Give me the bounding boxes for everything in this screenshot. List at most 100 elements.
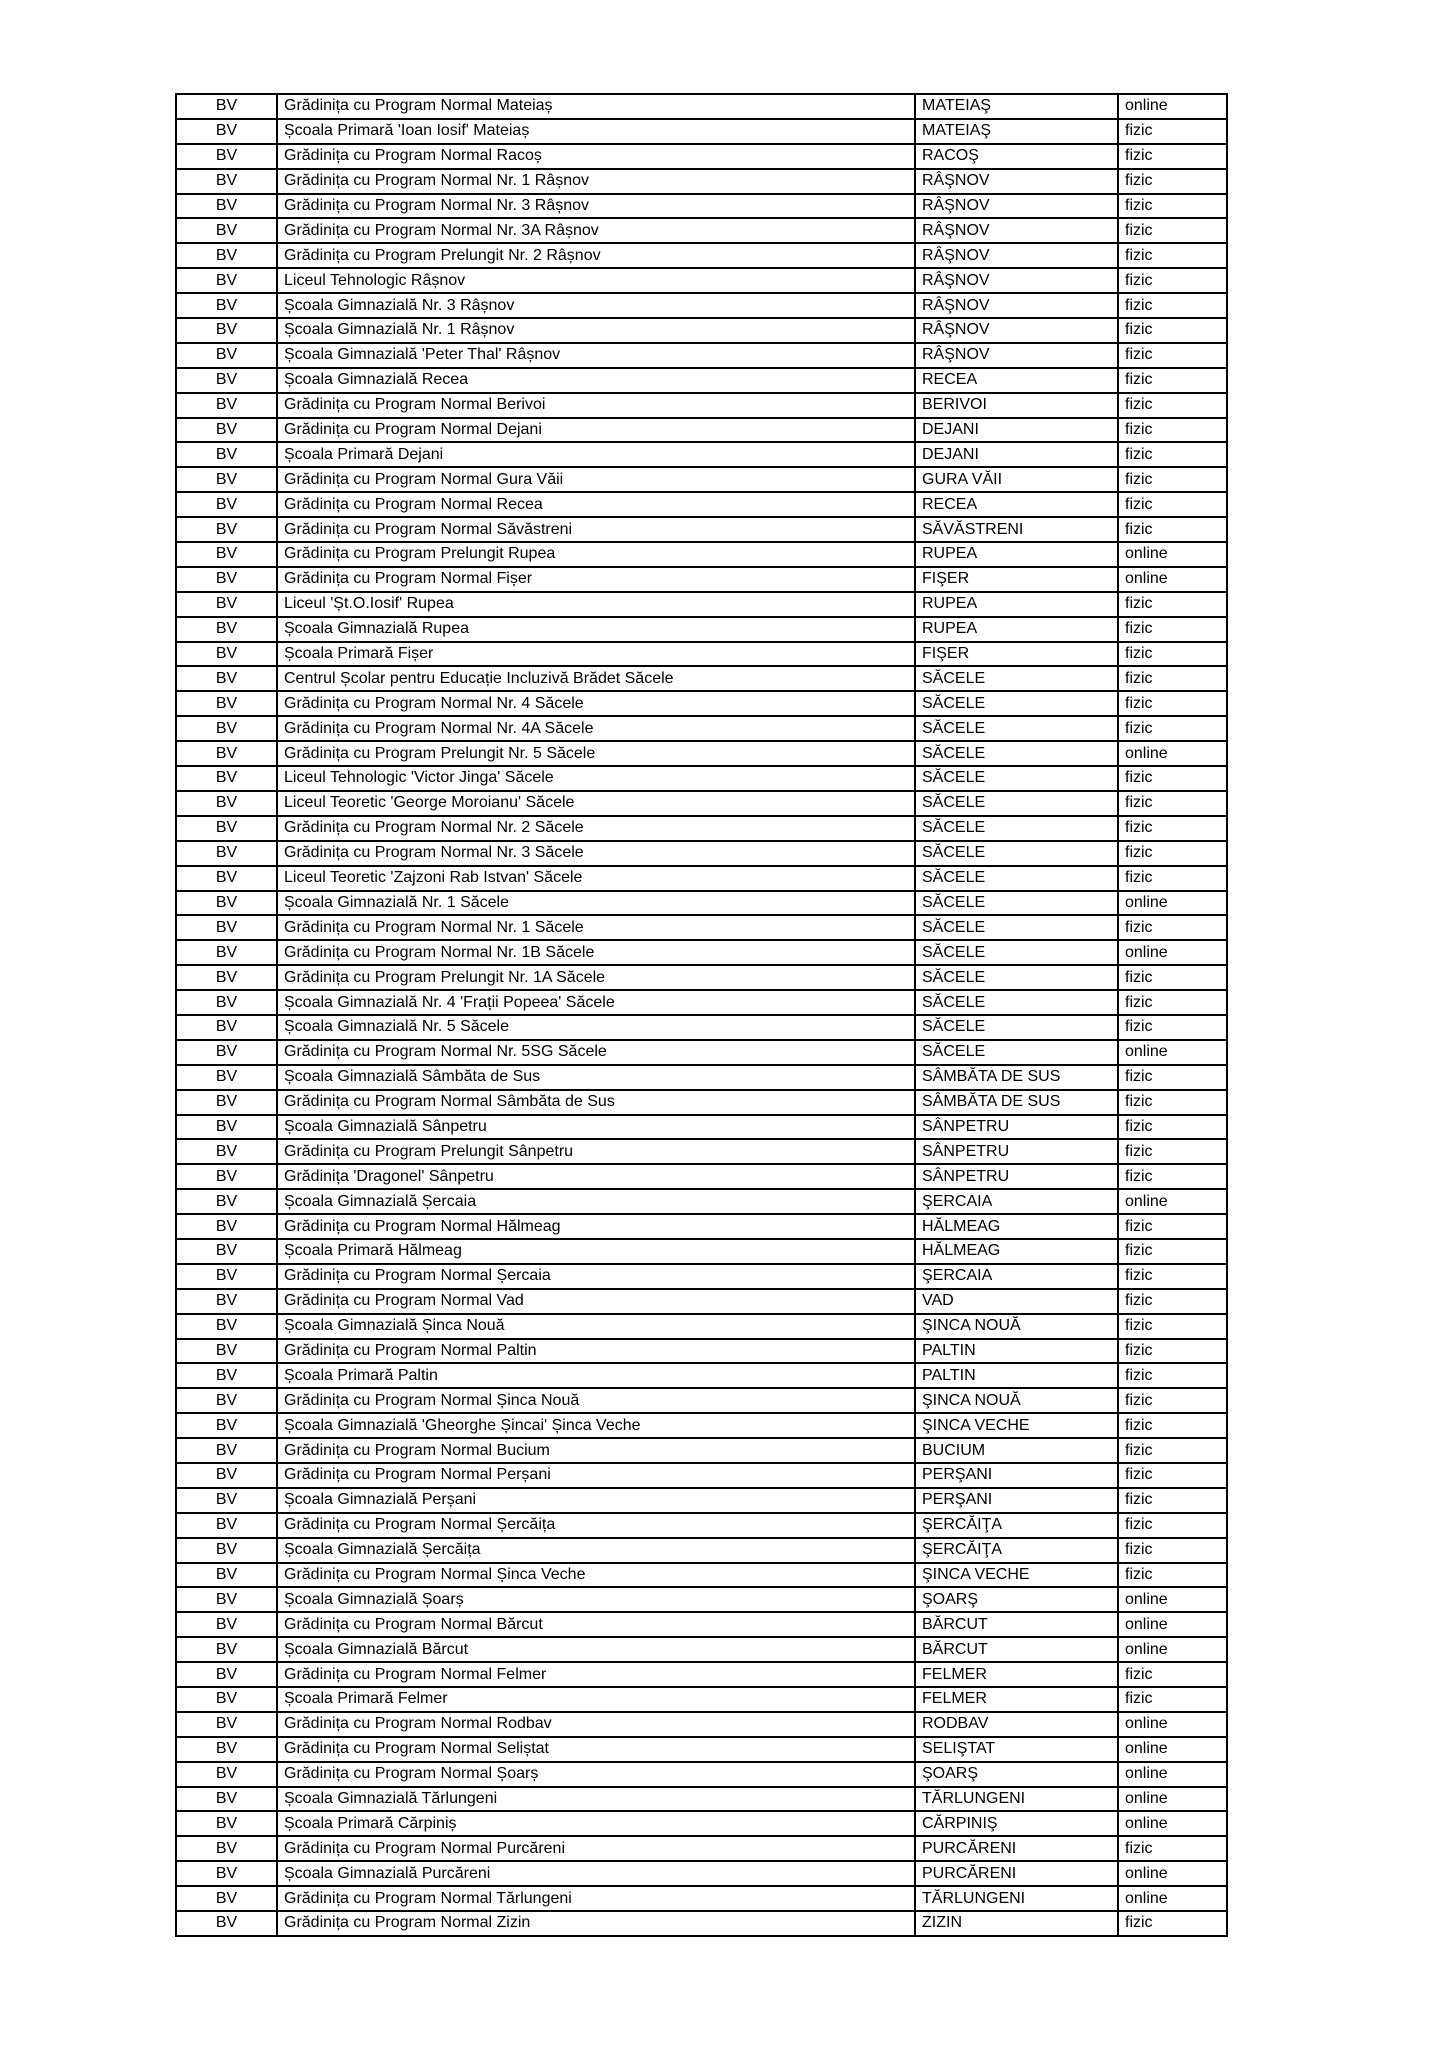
mode-cell: fizic [1117,1213,1228,1240]
school-cell: Grădinița cu Program Normal Vad [276,1287,916,1315]
table-row: BV Grădinița cu Program Normal Felmer FELM… [175,1661,1228,1688]
school-cell: Liceul Tehnologic Râșnov [276,267,916,295]
table-row: BV Grădinița cu Program Normal Seliștat SE… [175,1735,1228,1763]
mode-cell: fizic [1117,964,1228,992]
locality-cell: RECEA [914,491,1119,519]
table-row: BV Grădinița cu Program Normal Nr. 5SG Să… [175,1038,1228,1066]
school-cell: Grădinița cu Program Normal Zizin [276,1910,916,1937]
locality-cell: BĂRCUT [914,1611,1119,1639]
mode-cell: online [1117,1038,1228,1066]
locality-cell: SĂCELE [914,889,1119,917]
school-cell: Școala Gimnazială Sânpetru [276,1113,916,1141]
county-cell: BV [175,1885,278,1913]
table-row: BV Grădinița cu Program Normal Mateiaș MAT… [175,93,1228,120]
table-row: BV Grădinița cu Program Normal Racoș RACOŞ… [175,142,1228,170]
mode-cell: fizic [1117,715,1228,743]
locality-cell: PURCĂRENI [914,1835,1119,1863]
school-cell: Școala Gimnazială Șoarș [276,1586,916,1614]
table-row: BV Școala Gimnazială Nr. 4 'Frații Popeea… [175,989,1228,1016]
school-cell: Liceul Teoretic 'George Moroianu' Săcele [276,789,916,817]
locality-cell: PERŞANI [914,1486,1119,1514]
locality-cell: RÂŞNOV [914,242,1119,270]
locality-cell: ŞOARŞ [914,1760,1119,1788]
county-cell: BV [175,615,278,643]
county-cell: BV [175,939,278,967]
mode-cell: fizic [1117,1362,1228,1390]
locality-cell: RÂŞNOV [914,317,1119,344]
table-row: BV Grădinița cu Program Normal Gura Văii G… [175,466,1228,494]
school-cell: Școala Gimnazială Șinca Nouă [276,1312,916,1340]
mode-cell: fizic [1117,1262,1228,1290]
locality-cell: RACOŞ [914,142,1119,170]
county-cell: BV [175,565,278,593]
school-cell: Grădinița cu Program Normal Șercăița [276,1511,916,1539]
mode-cell: fizic [1117,1910,1228,1937]
county-cell: BV [175,1213,278,1240]
school-cell: Grădinița cu Program Normal Recea [276,491,916,519]
table-row: BV Școala Gimnazială Bărcut BĂRCUT online [175,1636,1228,1664]
locality-cell: SĂCELE [914,914,1119,942]
mode-cell: online [1117,1885,1228,1913]
school-cell: Liceul Teoretic 'Zajzoni Rab Istvan' Săc… [276,864,916,892]
county-cell: BV [175,1511,278,1539]
school-cell: Școala Primară Fișer [276,640,916,668]
school-cell: Grădinița cu Program Normal Rodbav [276,1710,916,1738]
county-cell: BV [175,1337,278,1365]
mode-cell: fizic [1117,1088,1228,1116]
county-cell: BV [175,1686,278,1713]
locality-cell: FELMER [914,1686,1119,1713]
mode-cell: online [1117,740,1228,768]
table-row: BV Școala Primară Dejani DEJANI fizic [175,441,1228,469]
table-row: BV Grădinița cu Program Normal Berivoi BER… [175,391,1228,419]
mode-cell: fizic [1117,1387,1228,1415]
locality-cell: PURCĂRENI [914,1860,1119,1888]
table-row: BV Grădinița cu Program Normal Zizin ZIZIN… [175,1910,1228,1937]
locality-cell: SĂCELE [914,814,1119,842]
locality-cell: RUPEA [914,615,1119,643]
county-cell: BV [175,1835,278,1863]
table-row: BV Grădinița cu Program Prelungit Nr. 1A … [175,964,1228,992]
mode-cell: fizic [1117,516,1228,544]
locality-cell: BERIVOI [914,391,1119,419]
mode-cell: fizic [1117,1163,1228,1191]
mode-cell: fizic [1117,789,1228,817]
school-cell: Școala Gimnazială Recea [276,366,916,394]
locality-cell: FELMER [914,1661,1119,1688]
county-cell: BV [175,192,278,220]
school-cell: Grădinița cu Program Normal Paltin [276,1337,916,1365]
table-row: BV Grădinița cu Program Normal Sâmbăta de… [175,1088,1228,1116]
school-cell: Grădinița cu Program Normal Seliștat [276,1735,916,1763]
table-row: BV Grădinița cu Program Normal Săvăstreni… [175,516,1228,544]
table-row: BV Grădinița cu Program Normal Nr. 3A Râș… [175,217,1228,245]
school-cell: Grădinița cu Program Normal Nr. 1B Săcel… [276,939,916,967]
locality-cell: FIŞER [914,565,1119,593]
mode-cell: fizic [1117,491,1228,519]
county-cell: BV [175,864,278,892]
table-row: BV Liceul 'Șt.O.Iosif' Rupea RUPEA fizic [175,590,1228,618]
county-cell: BV [175,1013,278,1041]
locality-cell: PALTIN [914,1337,1119,1365]
locality-cell: RÂŞNOV [914,292,1119,320]
locality-cell: BĂRCUT [914,1636,1119,1664]
table-row: BV Școala Primară Hălmeag HĂLMEAG fizic [175,1237,1228,1265]
locality-cell: RÂŞNOV [914,217,1119,245]
school-cell: Școala Gimnazială 'Gheorghe Șincai' Șinc… [276,1412,916,1440]
mode-cell: fizic [1117,1661,1228,1688]
table-row: BV Grădinița cu Program Prelungit Nr. 2 R… [175,242,1228,270]
locality-cell: SĂCELE [914,715,1119,743]
county-cell: BV [175,715,278,743]
mode-cell: fizic [1117,192,1228,220]
table-row: BV Școala Gimnazială Sâmbăta de Sus SÂMBĂT… [175,1063,1228,1091]
table-row: BV Școala Gimnazială Purcăreni PURCĂRENI on… [175,1860,1228,1888]
school-cell: Grădinița cu Program Prelungit Nr. 5 Săc… [276,740,916,768]
table-row: BV Grădinița cu Program Normal Paltin PALT… [175,1337,1228,1365]
school-cell: Școala Primară Cărpiniș [276,1810,916,1838]
mode-cell: fizic [1117,1013,1228,1041]
table-row: BV Liceul Tehnologic Râșnov RÂŞNOV fizic [175,267,1228,295]
table-row: BV Grădinița cu Program Normal Dejani DEJA… [175,416,1228,444]
county-cell: BV [175,1362,278,1390]
mode-cell: fizic [1117,317,1228,344]
mode-cell: fizic [1117,142,1228,170]
school-cell: Școala Gimnazială Șercaia [276,1188,916,1216]
county-cell: BV [175,740,278,768]
